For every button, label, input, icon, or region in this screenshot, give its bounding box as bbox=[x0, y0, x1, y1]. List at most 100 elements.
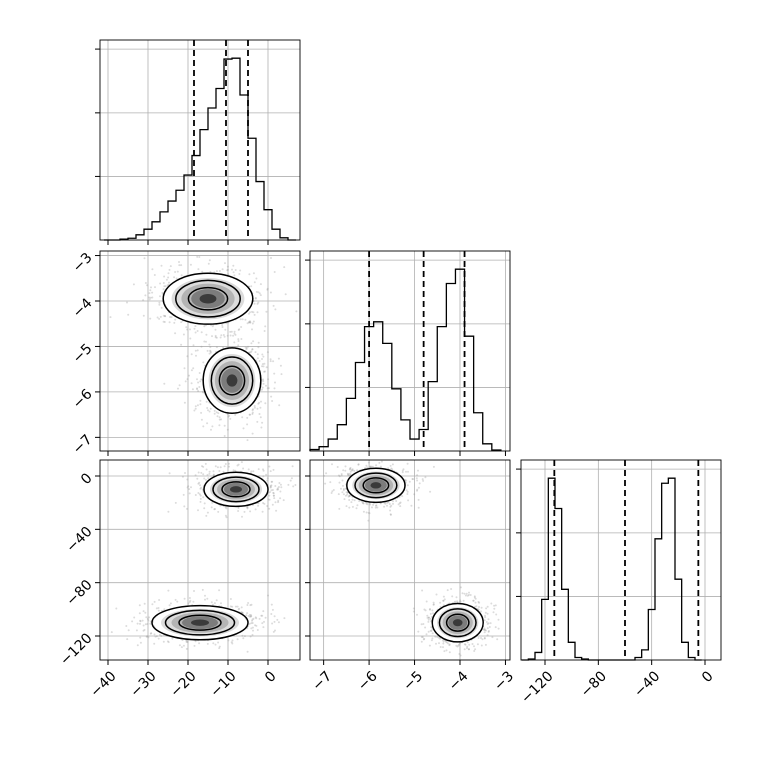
scatter-point bbox=[237, 510, 240, 512]
scatter-point bbox=[251, 411, 254, 414]
scatter-point bbox=[331, 490, 334, 493]
scatter-point bbox=[159, 295, 161, 298]
scatter-point bbox=[181, 475, 184, 478]
histogram-layer bbox=[104, 57, 702, 661]
scatter-point bbox=[262, 475, 265, 478]
x-tick-label: −20 bbox=[167, 668, 199, 700]
scatter-point bbox=[208, 259, 211, 262]
scatter-point bbox=[247, 468, 250, 471]
scatter-point bbox=[169, 602, 172, 605]
scatter-point bbox=[261, 388, 263, 391]
scatter-point bbox=[164, 315, 167, 318]
scatter-point bbox=[206, 407, 209, 409]
scatter-point bbox=[277, 357, 280, 360]
scatter-point bbox=[368, 512, 371, 515]
contour-line bbox=[362, 477, 390, 494]
scatter-point bbox=[487, 618, 490, 621]
scatter-point bbox=[266, 288, 269, 291]
scatter-point bbox=[342, 493, 345, 496]
scatter-point bbox=[127, 313, 130, 316]
scatter-point bbox=[418, 482, 421, 485]
scatter-point bbox=[262, 378, 265, 381]
scatter-point bbox=[254, 351, 257, 354]
scatter-point bbox=[186, 641, 189, 643]
scatter-point bbox=[247, 615, 250, 617]
scatter-point bbox=[348, 474, 351, 477]
scatter-point bbox=[261, 363, 264, 366]
scatter-point bbox=[389, 513, 392, 516]
scatter-point bbox=[269, 486, 272, 489]
scatter-point bbox=[370, 465, 373, 468]
scatter-point bbox=[240, 338, 243, 340]
scatter-point bbox=[139, 636, 142, 639]
scatter-point bbox=[256, 407, 259, 410]
scatter-point bbox=[199, 494, 202, 497]
scatter-point bbox=[420, 640, 423, 643]
scatter-point bbox=[456, 600, 459, 603]
scatter-point bbox=[186, 478, 189, 481]
scatter-point bbox=[435, 593, 438, 596]
scatter-point bbox=[228, 465, 230, 468]
scatter-point bbox=[282, 499, 285, 502]
scatter-point bbox=[251, 348, 254, 351]
scatter-point bbox=[351, 498, 354, 501]
scatter-point bbox=[186, 328, 189, 331]
scatter-point bbox=[200, 331, 203, 334]
scatter-point bbox=[230, 330, 233, 333]
scatter-point bbox=[246, 423, 249, 426]
scatter-point bbox=[215, 336, 218, 339]
panel-frame bbox=[309, 250, 511, 452]
scatter-point bbox=[246, 604, 249, 606]
x-tick-label: 0 bbox=[262, 668, 280, 686]
scatter-point bbox=[486, 612, 489, 615]
scatter-point bbox=[271, 622, 274, 625]
contour-line bbox=[212, 476, 260, 503]
scatter-point bbox=[205, 400, 208, 403]
panel-frame bbox=[520, 459, 722, 661]
scatter-point bbox=[184, 380, 187, 383]
scatter-point bbox=[241, 611, 244, 614]
scatter-point bbox=[399, 505, 402, 508]
scatter-point bbox=[417, 486, 420, 489]
scatter-point bbox=[164, 285, 167, 288]
scatter-point bbox=[176, 270, 179, 273]
scatter-point bbox=[369, 465, 372, 468]
scatter-point bbox=[232, 334, 235, 337]
scatter-point bbox=[432, 603, 435, 606]
scatter-point bbox=[289, 479, 292, 482]
scatter-point bbox=[277, 486, 280, 488]
scatter-point bbox=[271, 480, 274, 483]
scatter-point bbox=[417, 630, 420, 633]
scatter-point bbox=[203, 477, 206, 480]
scatter-point bbox=[241, 634, 244, 637]
scatter-point bbox=[180, 264, 183, 267]
scatter-point bbox=[246, 506, 249, 509]
scatter-point bbox=[139, 619, 142, 622]
scatter-point bbox=[416, 488, 419, 491]
scatter-point bbox=[263, 370, 266, 373]
scatter-point bbox=[221, 268, 224, 271]
scatter-point bbox=[480, 637, 482, 639]
scatter-point bbox=[153, 633, 156, 636]
scatter-point bbox=[292, 485, 295, 488]
scatter-point bbox=[222, 470, 225, 473]
scatter-point bbox=[435, 642, 437, 645]
scatter-point bbox=[227, 639, 230, 642]
scatter-point bbox=[218, 424, 221, 427]
scatter-point bbox=[256, 357, 259, 360]
scatter-point bbox=[362, 502, 364, 505]
x-tick-label: −30 bbox=[127, 668, 159, 700]
scatter-point bbox=[170, 316, 173, 319]
scatter-point bbox=[253, 313, 256, 316]
scatter-point bbox=[243, 635, 246, 638]
scatter-point bbox=[401, 495, 404, 498]
scatter-point bbox=[188, 488, 191, 491]
scatter-point bbox=[459, 586, 462, 589]
scatter-point bbox=[262, 469, 265, 472]
scatter-point bbox=[427, 618, 430, 621]
scatter-point bbox=[178, 261, 180, 263]
scatter-point bbox=[160, 306, 163, 309]
scatter-point bbox=[406, 484, 409, 487]
scatter-point bbox=[412, 478, 415, 481]
scatter-point bbox=[323, 474, 325, 477]
